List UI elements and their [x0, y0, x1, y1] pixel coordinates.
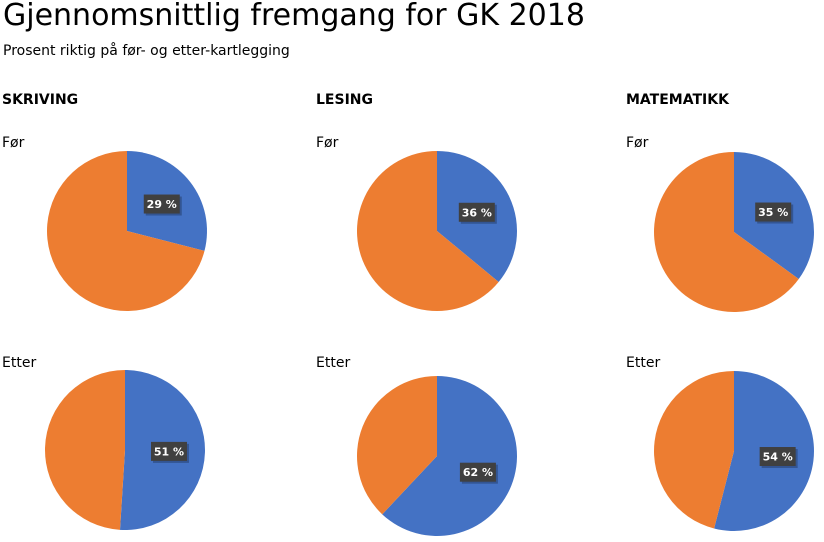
data-label-lesing-etter: 62 % [459, 462, 498, 484]
data-label-text: 54 % [763, 451, 793, 464]
row-label-etter-lesing: Etter [316, 355, 351, 371]
data-label-skriving-for: 29 % [143, 194, 182, 216]
data-label-text: 35 % [758, 206, 788, 219]
data-label-text: 62 % [463, 466, 493, 479]
pie-slice-lesing-etter-remaining [357, 376, 437, 515]
data-label-text: 36 % [462, 206, 492, 219]
row-label-etter-matematikk: Etter [626, 355, 661, 371]
pie-chart-skriving-etter: 51 % [45, 370, 206, 530]
chart-subtitle: Prosent riktig på før- og etter-kartlegg… [3, 43, 290, 59]
data-label-lesing-for: 36 % [458, 202, 497, 224]
data-label-skriving-etter: 51 % [150, 441, 189, 463]
pie-chart-lesing-etter: 62 % [357, 376, 517, 536]
row-label-for-matematikk: Før [626, 135, 649, 151]
pie-chart-lesing-for: 36 % [356, 151, 517, 311]
pie-slice-skriving-etter-remaining [45, 370, 126, 530]
data-label-text: 29 % [147, 198, 177, 211]
pie-chart-matematikk-etter: 54 % [654, 371, 814, 531]
group-label-lesing: LESING [316, 92, 373, 108]
pie-slice-skriving-for-remaining [46, 151, 205, 311]
chart-title: Gjennomsnittlig fremgang for GK 2018 [3, 0, 585, 33]
row-label-etter-skriving: Etter [2, 355, 37, 371]
pie-slice-lesing-etter-correct [382, 376, 517, 536]
pie-slice-matematikk-for-remaining [654, 152, 799, 312]
data-label-matematikk-etter: 54 % [759, 447, 798, 469]
pie-slice-lesing-for-remaining [356, 151, 499, 311]
pie-slice-matematikk-etter-remaining [654, 371, 734, 529]
data-label-text: 51 % [154, 445, 184, 458]
group-label-matematikk: MATEMATIKK [626, 92, 729, 108]
row-label-for-lesing: Før [316, 135, 339, 151]
pie-chart-matematikk-for: 35 % [654, 152, 814, 312]
row-label-for-skriving: Før [2, 135, 25, 151]
pie-chart-skriving-for: 29 % [46, 151, 207, 311]
group-label-skriving: SKRIVING [2, 92, 79, 108]
data-label-matematikk-for: 35 % [755, 202, 794, 224]
